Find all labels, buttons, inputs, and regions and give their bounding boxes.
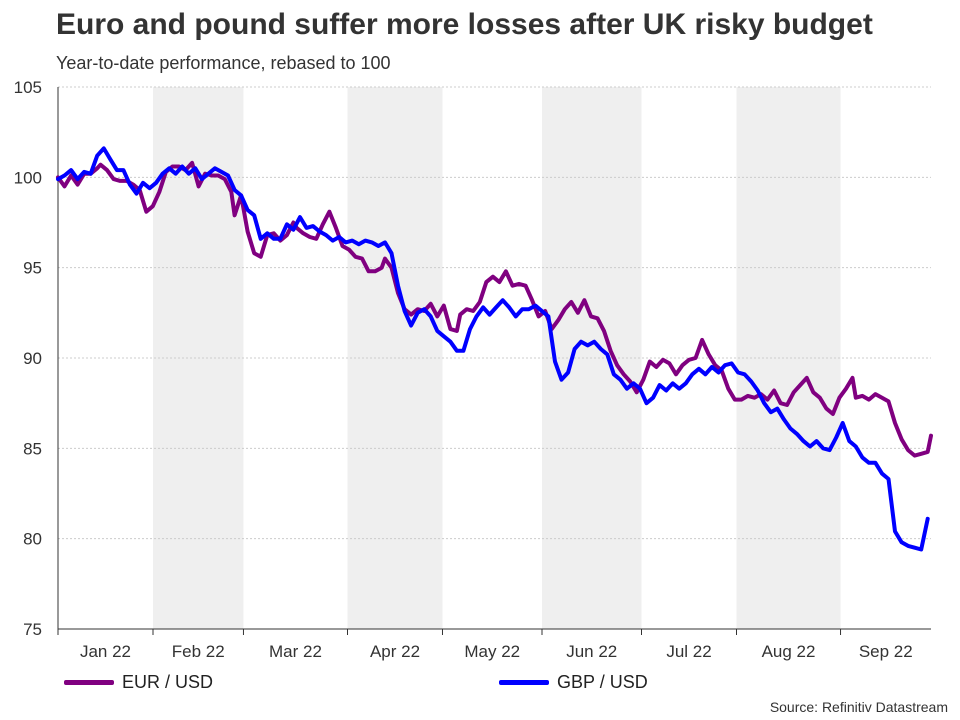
chart-title: Euro and pound suffer more losses after … bbox=[56, 8, 873, 41]
month-shading bbox=[152, 87, 841, 629]
month-band-aug-22 bbox=[736, 87, 841, 629]
y-tick-label: 75 bbox=[23, 620, 42, 639]
chart-subtitle: Year-to-date performance, rebased to 100 bbox=[56, 53, 391, 73]
y-tick-label: 90 bbox=[23, 349, 42, 368]
y-tick-label: 95 bbox=[23, 259, 42, 278]
source-note: Source: Refinitiv Datastream bbox=[769, 699, 948, 715]
x-tick-label: Aug 22 bbox=[762, 642, 816, 661]
x-tick-label: Apr 22 bbox=[370, 642, 420, 661]
x-tick-label: Jan 22 bbox=[80, 642, 131, 661]
x-tick-label: Sep 22 bbox=[859, 642, 913, 661]
legend-eur-swatch bbox=[64, 680, 114, 685]
y-tick-label: 105 bbox=[14, 78, 42, 97]
x-tick-label: May 22 bbox=[464, 642, 520, 661]
legend-gbp-swatch bbox=[499, 680, 549, 685]
x-tick-label: Feb 22 bbox=[172, 642, 225, 661]
axes: 75 80 85 90 95 100 105 Jan 22 Feb 22 Mar 22 Apr 22… bbox=[14, 78, 931, 661]
x-tick-label: Mar 22 bbox=[269, 642, 322, 661]
series-line-gbp-usd bbox=[56, 146, 930, 552]
legend-eur-label: EUR / USD bbox=[122, 672, 214, 692]
legend-gbp-label: GBP / USD bbox=[557, 672, 648, 692]
legend-gbp: GBP / USD bbox=[499, 672, 648, 693]
y-tick-label: 85 bbox=[23, 439, 42, 458]
y-tick-label: 100 bbox=[14, 168, 42, 187]
x-tick-label: Jul 22 bbox=[666, 642, 711, 661]
x-tick-label: Jun 22 bbox=[566, 642, 617, 661]
legend-eur: EUR / USD bbox=[64, 672, 213, 693]
series-group bbox=[56, 146, 933, 552]
y-tick-label: 80 bbox=[23, 530, 42, 549]
